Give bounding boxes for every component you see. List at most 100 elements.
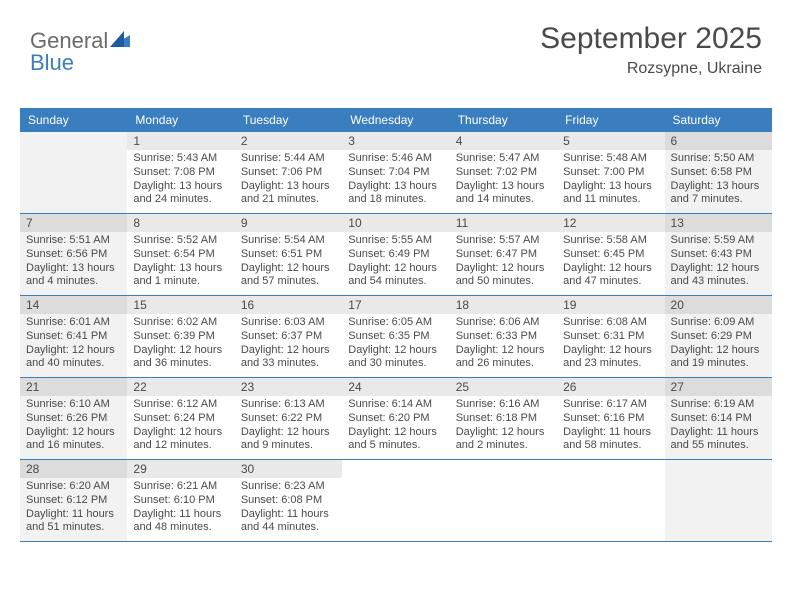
day-info: Sunrise: 6:03 AMSunset: 6:37 PMDaylight:… — [235, 314, 342, 377]
day-number: 17 — [342, 296, 449, 314]
sunset-text: Sunset: 6:10 PM — [133, 494, 228, 508]
sunrise-text: Sunrise: 5:58 AM — [563, 234, 658, 248]
day-cell: 6Sunrise: 5:50 AMSunset: 6:58 PMDaylight… — [665, 132, 772, 213]
day-cell — [20, 132, 127, 213]
day-info: Sunrise: 5:59 AMSunset: 6:43 PMDaylight:… — [665, 232, 772, 295]
day-number: 24 — [342, 378, 449, 396]
day-number: 23 — [235, 378, 342, 396]
day-cell: 11Sunrise: 5:57 AMSunset: 6:47 PMDayligh… — [450, 214, 557, 295]
day-cell: 1Sunrise: 5:43 AMSunset: 7:08 PMDaylight… — [127, 132, 234, 213]
sunset-text: Sunset: 7:08 PM — [133, 166, 228, 180]
sunrise-text: Sunrise: 6:16 AM — [456, 398, 551, 412]
daylight-text: Daylight: 13 hours and 11 minutes. — [563, 180, 658, 208]
day-cell: 26Sunrise: 6:17 AMSunset: 6:16 PMDayligh… — [557, 378, 664, 459]
sunset-text: Sunset: 6:39 PM — [133, 330, 228, 344]
sunset-text: Sunset: 6:56 PM — [26, 248, 121, 262]
sunrise-text: Sunrise: 6:20 AM — [26, 480, 121, 494]
day-cell: 8Sunrise: 5:52 AMSunset: 6:54 PMDaylight… — [127, 214, 234, 295]
sunrise-text: Sunrise: 5:55 AM — [348, 234, 443, 248]
day-info: Sunrise: 5:54 AMSunset: 6:51 PMDaylight:… — [235, 232, 342, 295]
sunrise-text: Sunrise: 6:05 AM — [348, 316, 443, 330]
day-header: Tuesday — [235, 108, 342, 132]
day-cell: 29 Sunrise: 6:21 AMSunset: 6:10 PMDayligh… — [127, 460, 234, 541]
sunrise-text: Sunrise: 5:51 AM — [26, 234, 121, 248]
day-number: 26 — [557, 378, 664, 396]
day-cell: 23Sunrise: 6:13 AMSunset: 6:22 PMDayligh… — [235, 378, 342, 459]
sunrise-text: Sunrise: 5:46 AM — [348, 152, 443, 166]
day-info: Sunrise: 6:06 AMSunset: 6:33 PMDaylight:… — [450, 314, 557, 377]
sunrise-text: Sunrise: 6:21 AM — [133, 480, 228, 494]
day-info: Sunrise: 6:08 AMSunset: 6:31 PMDaylight:… — [557, 314, 664, 377]
day-number: 7 — [20, 214, 127, 232]
daylight-text: Daylight: 12 hours and 33 minutes. — [241, 344, 336, 372]
logo-text-2: Blue — [30, 50, 74, 76]
day-number: 13 — [665, 214, 772, 232]
daylight-text: Daylight: 12 hours and 40 minutes. — [26, 344, 121, 372]
day-number: 19 — [557, 296, 664, 314]
day-cell: 3Sunrise: 5:46 AMSunset: 7:04 PMDaylight… — [342, 132, 449, 213]
day-number: 15 — [127, 296, 234, 314]
sunrise-text: Sunrise: 6:09 AM — [671, 316, 766, 330]
daylight-text: Daylight: 12 hours and 23 minutes. — [563, 344, 658, 372]
sunset-text: Sunset: 6:51 PM — [241, 248, 336, 262]
daylight-text: Daylight: 11 hours and 44 minutes. — [241, 508, 336, 536]
daylight-text: Daylight: 12 hours and 16 minutes. — [26, 426, 121, 454]
sunrise-text: Sunrise: 6:23 AM — [241, 480, 336, 494]
day-info: Sunrise: 6:12 AMSunset: 6:24 PMDaylight:… — [127, 396, 234, 459]
daylight-text: Daylight: 12 hours and 12 minutes. — [133, 426, 228, 454]
day-cell: 22Sunrise: 6:12 AMSunset: 6:24 PMDayligh… — [127, 378, 234, 459]
sunset-text: Sunset: 7:02 PM — [456, 166, 551, 180]
sunset-text: Sunset: 7:04 PM — [348, 166, 443, 180]
sunrise-text: Sunrise: 5:54 AM — [241, 234, 336, 248]
day-number: 14 — [20, 296, 127, 314]
day-number: 29 — [127, 460, 234, 478]
sunrise-text: Sunrise: 6:06 AM — [456, 316, 551, 330]
day-info: Sunrise: 5:55 AMSunset: 6:49 PMDaylight:… — [342, 232, 449, 295]
sunset-text: Sunset: 6:33 PM — [456, 330, 551, 344]
day-cell: 16Sunrise: 6:03 AMSunset: 6:37 PMDayligh… — [235, 296, 342, 377]
day-cell: 13Sunrise: 5:59 AMSunset: 6:43 PMDayligh… — [665, 214, 772, 295]
day-header: Thursday — [450, 108, 557, 132]
day-number: 2 — [235, 132, 342, 150]
day-number: 4 — [450, 132, 557, 150]
sunset-text: Sunset: 6:37 PM — [241, 330, 336, 344]
day-number: 27 — [665, 378, 772, 396]
day-info: Sunrise: 6:01 AMSunset: 6:41 PMDaylight:… — [20, 314, 127, 377]
week-row: 7 Sunrise: 5:51 AMSunset: 6:56 PM Daylight… — [20, 214, 772, 296]
day-cell: 17Sunrise: 6:05 AMSunset: 6:35 PMDayligh… — [342, 296, 449, 377]
daylight-text: Daylight: 12 hours and 19 minutes. — [671, 344, 766, 372]
day-number: 9 — [235, 214, 342, 232]
day-cell: 7Sunrise: 5:51 AMSunset: 6:56 PMDaylight… — [20, 214, 127, 295]
day-number: 3 — [342, 132, 449, 150]
day-number: 28 — [20, 460, 127, 478]
sunrise-text: Sunrise: 6:08 AM — [563, 316, 658, 330]
daylight-text: Daylight: 13 hours and 21 minutes. — [241, 180, 336, 208]
day-info: Sunrise: 5:46 AMSunset: 7:04 PMDaylight:… — [342, 150, 449, 213]
week-row: 28Sunrise: 6:20 AMSunset: 6:12 PMDayligh… — [20, 460, 772, 542]
daylight-text: Daylight: 12 hours and 36 minutes. — [133, 344, 228, 372]
sunset-text: Sunset: 6:49 PM — [348, 248, 443, 262]
day-cell: 30Sunrise: 6:23 AMSunset: 6:08 PMDayligh… — [235, 460, 342, 541]
day-cell: 4Sunrise: 5:47 AMSunset: 7:02 PMDaylight… — [450, 132, 557, 213]
daylight-text: Daylight: 12 hours and 43 minutes. — [671, 262, 766, 290]
day-info: Sunrise: 5:44 AMSunset: 7:06 PMDaylight:… — [235, 150, 342, 213]
day-number: 5 — [557, 132, 664, 150]
day-number: 18 — [450, 296, 557, 314]
day-info: Sunrise: 6:05 AMSunset: 6:35 PMDaylight:… — [342, 314, 449, 377]
daylight-text: Daylight: 13 hours and 24 minutes. — [133, 180, 228, 208]
daylight-text: Daylight: 11 hours and 48 minutes. — [133, 508, 228, 536]
sunset-text: Sunset: 6:58 PM — [671, 166, 766, 180]
day-cell: 28Sunrise: 6:20 AMSunset: 6:12 PMDayligh… — [20, 460, 127, 541]
day-number: 25 — [450, 378, 557, 396]
sunrise-text: Sunrise: 5:48 AM — [563, 152, 658, 166]
day-info: Sunrise: 6:19 AMSunset: 6:14 PMDaylight:… — [665, 396, 772, 459]
sunset-text: Sunset: 6:31 PM — [563, 330, 658, 344]
day-info: Sunrise: 6:09 AMSunset: 6:29 PMDaylight:… — [665, 314, 772, 377]
sunset-text: Sunset: 6:08 PM — [241, 494, 336, 508]
sunrise-text: Sunrise: 6:03 AM — [241, 316, 336, 330]
sunset-text: Sunset: 7:06 PM — [241, 166, 336, 180]
day-cell: 18Sunrise: 6:06 AMSunset: 6:33 PMDayligh… — [450, 296, 557, 377]
daylight-text: Daylight: 13 hours and 14 minutes. — [456, 180, 551, 208]
day-info: Sunrise: 6:23 AMSunset: 6:08 PMDaylight:… — [235, 478, 342, 541]
day-number: 30 — [235, 460, 342, 478]
